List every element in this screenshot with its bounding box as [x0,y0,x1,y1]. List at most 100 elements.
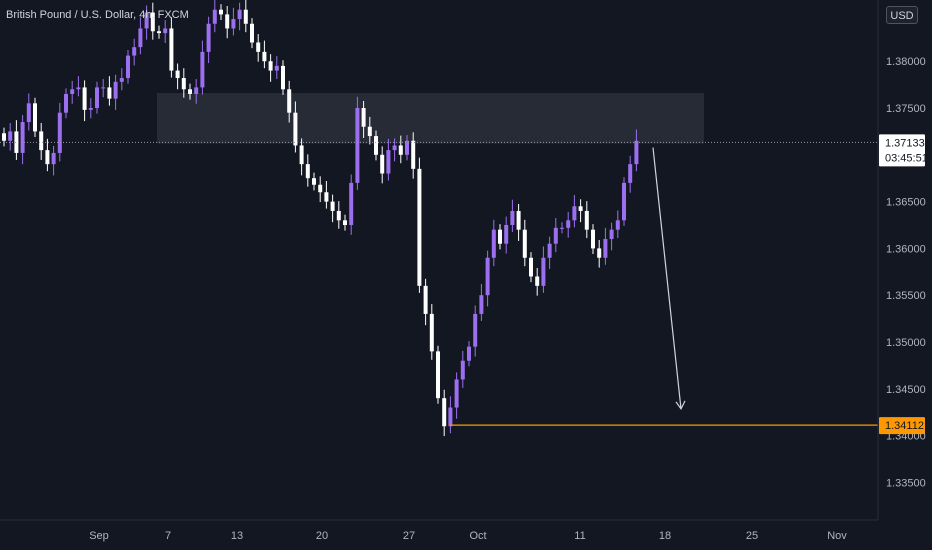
candle[interactable] [82,80,87,122]
candle[interactable] [547,236,552,269]
candle[interactable] [256,34,261,62]
candle[interactable] [386,138,391,181]
candle[interactable] [535,268,540,296]
candle[interactable] [522,219,527,267]
candle[interactable] [188,83,192,100]
candle[interactable] [132,38,137,66]
candle[interactable] [510,199,515,233]
candle[interactable] [157,25,161,39]
projection-arrow[interactable] [652,147,682,409]
candle[interactable] [609,222,614,251]
currency-badge[interactable]: USD [886,6,918,24]
candle[interactable] [200,40,205,95]
candle[interactable] [442,389,447,437]
candle[interactable] [14,120,19,160]
candle[interactable] [361,100,366,138]
candle[interactable] [126,49,130,84]
candle[interactable] [491,219,496,267]
candle[interactable] [138,17,143,55]
candle[interactable] [541,246,546,293]
candle[interactable] [622,177,626,226]
candle[interactable] [169,17,174,78]
candle[interactable] [473,305,478,357]
candle[interactable] [225,5,230,39]
candle[interactable] [330,194,335,223]
candle[interactable] [20,115,25,165]
candle[interactable] [591,224,595,255]
candle[interactable] [163,20,168,43]
candle[interactable] [293,101,298,153]
candle[interactable] [119,68,124,91]
candle[interactable] [57,102,62,162]
candle[interactable] [299,138,304,176]
candle[interactable] [175,63,180,90]
candle[interactable] [336,201,341,229]
candle[interactable] [274,56,279,79]
candle[interactable] [498,224,502,250]
candle[interactable] [423,278,428,326]
candle[interactable] [144,5,149,40]
candle[interactable] [45,138,50,172]
candle[interactable] [479,283,484,321]
candle[interactable] [318,176,323,203]
candle[interactable] [448,396,453,434]
candle[interactable] [107,76,112,106]
candle[interactable] [281,60,285,95]
candle[interactable] [88,98,93,119]
candle[interactable] [597,239,602,268]
candle[interactable] [349,174,354,235]
candle[interactable] [113,74,118,110]
level-price-label[interactable]: 1.34112 [879,417,925,435]
supply-zone-box[interactable] [157,93,704,144]
candle[interactable] [529,252,533,283]
candle[interactable] [566,211,571,238]
candle[interactable] [460,350,465,388]
candle[interactable] [343,214,347,231]
candle[interactable] [516,203,521,241]
candle[interactable] [628,155,633,193]
candle[interactable] [76,76,81,97]
candle[interactable] [436,345,440,404]
candle[interactable] [324,181,329,209]
symbol-title[interactable]: British Pound / U.S. Dollar, 4h, FXCM [6,9,189,21]
candle[interactable] [405,135,409,161]
candle[interactable] [392,138,397,162]
candle[interactable] [572,195,577,228]
candle[interactable] [194,78,199,104]
candle[interactable] [237,2,242,31]
candle[interactable] [553,217,558,253]
candle[interactable] [64,88,68,119]
candle[interactable] [398,135,403,164]
candle[interactable] [70,80,75,104]
candle[interactable] [231,7,236,36]
candle[interactable] [411,132,416,179]
candle[interactable] [634,129,639,172]
candle[interactable] [454,372,459,419]
candle[interactable] [560,222,564,234]
candle[interactable] [355,96,360,190]
candle[interactable] [485,250,490,307]
candle[interactable] [212,0,217,33]
candle[interactable] [467,341,471,367]
candle[interactable] [243,0,248,33]
candle[interactable] [33,97,37,138]
candle[interactable] [584,201,589,239]
candle[interactable] [101,78,106,98]
candle[interactable] [287,80,292,123]
candle[interactable] [39,122,44,160]
candle[interactable] [219,4,223,21]
candle[interactable] [206,16,211,64]
candle[interactable] [181,68,186,98]
candle[interactable] [2,127,6,147]
candle[interactable] [615,210,620,239]
candle[interactable] [380,146,385,184]
candle[interactable] [8,122,13,151]
candle[interactable] [150,2,155,40]
candle[interactable] [504,216,509,254]
candle[interactable] [603,227,608,265]
candle[interactable] [417,157,422,293]
candle[interactable] [367,116,372,145]
candle[interactable] [268,54,273,82]
candle[interactable] [374,130,378,161]
